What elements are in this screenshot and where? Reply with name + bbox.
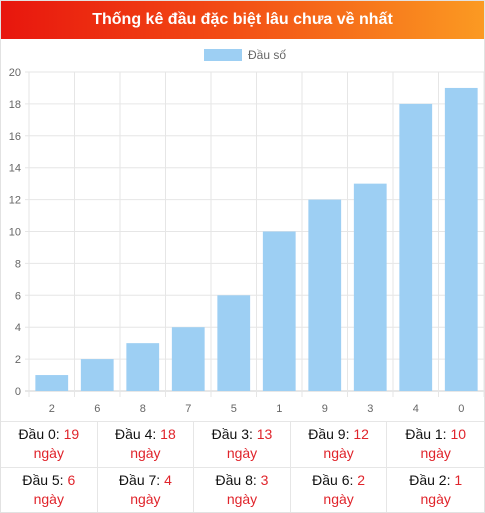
y-tick-label: 8 — [15, 258, 21, 270]
stat-label: Đầu 0: — [18, 426, 64, 443]
stat-label: Đầu 9: — [308, 426, 354, 443]
bar-chart: Đầu số 0 2 4 6 8 10 12 14 16 18 20 2 6 8 7 5 1 9 3 4 0 — [9, 48, 484, 415]
stat-line: Đầu 8: 3 — [216, 471, 269, 490]
bar[interactable] — [126, 343, 160, 391]
stat-label: Đầu 7: — [118, 471, 165, 488]
stat-cell: Đầu 4: 18 ngày — [97, 421, 195, 467]
x-tick-label: 6 — [94, 403, 100, 415]
y-axis: 0 2 4 6 8 10 12 14 16 18 20 — [9, 67, 21, 398]
bar[interactable] — [444, 87, 478, 391]
stat-line: Đầu 0: 19 — [18, 425, 79, 444]
y-tick-label: 12 — [9, 195, 21, 207]
y-tick-label: 20 — [9, 67, 21, 79]
bar[interactable] — [262, 231, 296, 392]
stat-cell: Đầu 7: 4 ngày — [97, 466, 195, 512]
stat-cell: Đầu 1: 10 ngày — [387, 421, 484, 467]
x-tick-label: 8 — [140, 403, 146, 415]
stat-unit: ngày — [323, 490, 354, 507]
stat-cell: Đầu 0: 19 ngày — [1, 421, 98, 467]
stat-unit: ngày — [33, 445, 64, 462]
y-tick-label: 0 — [15, 386, 21, 398]
chart-title: Thống kê đầu đặc biệt lâu chưa về nhất — [92, 11, 393, 28]
stat-value: 12 — [353, 426, 369, 443]
y-tick-label: 6 — [15, 290, 21, 302]
y-tick-label: 10 — [9, 227, 21, 239]
y-tick-label: 14 — [9, 163, 21, 175]
stat-unit: ngày — [420, 445, 451, 462]
legend[interactable]: Đầu số — [204, 48, 286, 62]
stat-value: 10 — [450, 426, 467, 443]
stat-label: Đầu 6: — [312, 471, 358, 488]
x-tick-label: 4 — [413, 403, 419, 415]
stat-value: 13 — [256, 426, 273, 443]
y-tick-label: 2 — [15, 354, 21, 366]
stat-value: 6 — [67, 471, 76, 488]
x-tick-label: 0 — [458, 403, 464, 415]
bar[interactable] — [171, 327, 205, 391]
y-tick-label: 4 — [15, 322, 21, 334]
stat-unit: ngày — [130, 490, 161, 507]
stat-unit: ngày — [226, 490, 258, 507]
stat-line: Đầu 9: 12 — [308, 425, 369, 444]
bar[interactable] — [353, 183, 387, 391]
bars — [35, 87, 478, 392]
stat-label: Đầu 3: — [211, 426, 257, 443]
y-tick-label: 18 — [9, 99, 21, 111]
stat-cell: Đầu 3: 13 ngày — [194, 421, 291, 467]
bar[interactable] — [35, 375, 69, 391]
chart-header: Thống kê đầu đặc biệt lâu chưa về nhất — [1, 1, 484, 39]
x-tick-label: 7 — [185, 403, 191, 415]
stat-value: 4 — [164, 471, 172, 488]
x-tick-label: 2 — [49, 403, 55, 415]
stats-table: Đầu 0: 19 ngày Đầu 4: 18 ngày Đầu 3: 13 ngày Đ… — [1, 421, 484, 512]
bar[interactable] — [217, 295, 251, 391]
stat-value: 19 — [63, 426, 80, 443]
stat-label: Đầu 1: — [405, 426, 451, 443]
bar[interactable] — [80, 359, 114, 391]
chart-area: Đầu số 0 2 4 6 8 10 12 14 16 18 20 2 6 8 7 5 1 9 3 4 0 — [1, 39, 484, 421]
stat-cell: Đầu 9: 12 ngày — [290, 421, 388, 467]
stat-line: Đầu 2: 1 — [409, 471, 462, 490]
stat-label: Đầu 8: — [215, 471, 261, 488]
legend-label: Đầu số — [248, 48, 286, 62]
stat-value: 1 — [454, 471, 463, 488]
legend-swatch — [204, 49, 242, 61]
stat-cell: Đầu 5: 6 ngày — [1, 466, 98, 512]
stat-unit: ngày — [226, 445, 258, 462]
stat-cell: Đầu 2: 1 ngày — [387, 466, 484, 513]
stat-line: Đầu 3: 13 — [212, 425, 273, 444]
stat-cell: Đầu 6: 2 ngày — [290, 466, 388, 512]
stat-unit: ngày — [33, 490, 64, 507]
x-axis: 2 6 8 7 5 1 9 3 4 0 — [49, 403, 465, 415]
stat-label: Đầu 5: — [22, 471, 68, 488]
bar[interactable] — [308, 199, 342, 391]
stat-line: Đầu 6: 2 — [312, 471, 365, 490]
stat-line: Đầu 4: 18 — [115, 425, 176, 444]
x-tick-label: 5 — [231, 403, 237, 415]
stat-value: 3 — [260, 471, 269, 488]
stat-label: Đầu 4: — [115, 426, 161, 443]
x-tick-label: 1 — [276, 403, 282, 415]
y-tick-label: 16 — [9, 131, 21, 143]
stat-unit: ngày — [420, 490, 451, 507]
stat-cell: Đầu 8: 3 ngày — [194, 466, 291, 512]
stat-unit: ngày — [130, 445, 161, 462]
stat-value: 18 — [160, 426, 176, 443]
stat-line: Đầu 7: 4 — [119, 471, 172, 490]
stat-unit: ngày — [323, 445, 354, 462]
stat-label: Đầu 2: — [409, 471, 455, 488]
grid — [25, 71, 484, 397]
stat-line: Đầu 5: 6 — [22, 471, 75, 490]
stat-line: Đầu 1: 10 — [405, 425, 466, 444]
x-tick-label: 9 — [322, 403, 328, 415]
x-tick-label: 3 — [367, 403, 373, 415]
bar[interactable] — [399, 103, 433, 392]
stat-value: 2 — [357, 471, 366, 488]
